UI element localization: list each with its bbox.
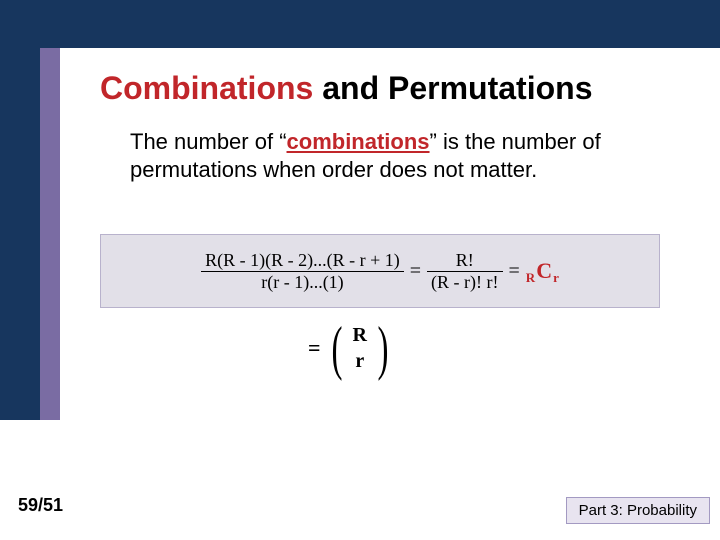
fraction-1-den: r(r - 1)...(1) — [201, 271, 404, 292]
comb-right-sub: r — [553, 270, 559, 286]
body-keyword: combinations — [287, 129, 430, 154]
fraction-2-den: (R - r)! r! — [427, 271, 502, 292]
title-accent-word: Combinations — [100, 70, 313, 106]
formula-box: R(R - 1)(R - 2)...(R - r + 1) r(r - 1)..… — [100, 234, 660, 308]
slide-title: Combinations and Permutations — [100, 70, 592, 107]
right-paren: ) — [377, 323, 388, 374]
fraction-2: R! (R - r)! r! — [427, 251, 502, 292]
section-label: Part 3: Probability — [566, 497, 710, 524]
binomial-column: R r — [353, 322, 367, 374]
body-paragraph: The number of “combinations” is the numb… — [130, 128, 650, 183]
comb-left-sub: R — [526, 270, 535, 286]
comb-center: C — [536, 258, 552, 284]
fraction-1: R(R - 1)(R - 2)...(R - r + 1) r(r - 1)..… — [201, 251, 404, 292]
binom-top: R — [353, 322, 367, 348]
fraction-2-num: R! — [427, 251, 502, 271]
page-number: 59/51 — [18, 495, 63, 516]
sidebar-dark — [0, 0, 40, 420]
header-bar — [0, 0, 720, 48]
body-pre: The number of “ — [130, 129, 287, 154]
equals-1: = — [410, 260, 421, 283]
fraction-1-num: R(R - 1)(R - 2)...(R - r + 1) — [201, 251, 404, 271]
sidebar-light — [40, 48, 60, 420]
binom-bottom: r — [355, 348, 364, 374]
formula-row: R(R - 1)(R - 2)...(R - r + 1) r(r - 1)..… — [201, 251, 559, 292]
combination-notation: R C r — [526, 258, 559, 284]
equals-2: = — [509, 260, 520, 283]
left-paren: ( — [331, 323, 342, 374]
equals-3: = — [308, 335, 321, 361]
binomial-block: = ( R r ) — [308, 322, 393, 374]
title-rest: and Permutations — [313, 70, 592, 106]
